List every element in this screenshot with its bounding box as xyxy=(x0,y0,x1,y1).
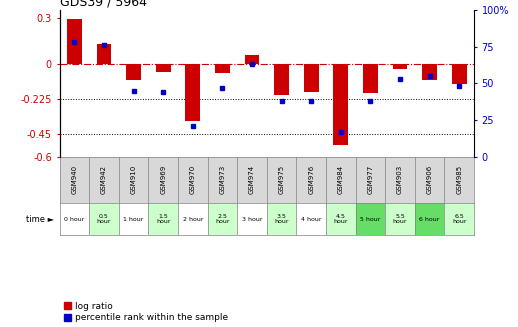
Bar xyxy=(304,64,319,92)
Bar xyxy=(67,19,82,64)
Bar xyxy=(208,203,237,235)
Bar xyxy=(393,64,407,69)
Text: GSM984: GSM984 xyxy=(338,165,344,195)
Bar xyxy=(415,203,444,235)
Text: 5 hour: 5 hour xyxy=(360,216,381,222)
Text: 6.5
hour: 6.5 hour xyxy=(452,214,466,224)
Bar xyxy=(215,64,230,73)
Text: GSM942: GSM942 xyxy=(101,165,107,194)
Bar xyxy=(355,203,385,235)
Bar xyxy=(296,203,326,235)
Text: GSM975: GSM975 xyxy=(279,165,284,195)
Bar xyxy=(363,64,378,94)
Text: GSM910: GSM910 xyxy=(131,165,137,195)
Text: 3.5
hour: 3.5 hour xyxy=(275,214,289,224)
Bar xyxy=(185,64,200,121)
Text: GSM970: GSM970 xyxy=(190,165,196,195)
Bar xyxy=(244,55,260,64)
Text: GSM906: GSM906 xyxy=(426,165,433,195)
Text: 3 hour: 3 hour xyxy=(242,216,262,222)
Bar xyxy=(126,64,141,79)
Bar xyxy=(237,203,267,235)
Bar xyxy=(422,64,437,79)
Bar xyxy=(444,203,474,235)
Bar xyxy=(326,203,355,235)
Text: GDS39 / 5964: GDS39 / 5964 xyxy=(60,0,147,9)
Bar xyxy=(267,203,296,235)
Text: 2 hour: 2 hour xyxy=(182,216,203,222)
Text: 2.5
hour: 2.5 hour xyxy=(215,214,229,224)
Text: 0 hour: 0 hour xyxy=(64,216,84,222)
Text: GSM940: GSM940 xyxy=(71,165,77,195)
Bar xyxy=(156,64,170,72)
Text: GSM976: GSM976 xyxy=(308,165,314,195)
Text: 4.5
hour: 4.5 hour xyxy=(334,214,348,224)
Legend: log ratio, percentile rank within the sample: log ratio, percentile rank within the sa… xyxy=(64,302,228,322)
Text: 6 hour: 6 hour xyxy=(420,216,440,222)
Text: GSM974: GSM974 xyxy=(249,165,255,195)
Bar xyxy=(274,64,289,95)
Text: 0.5
hour: 0.5 hour xyxy=(97,214,111,224)
Bar xyxy=(60,203,89,235)
Text: time ►: time ► xyxy=(26,215,54,224)
Bar xyxy=(385,203,415,235)
Bar xyxy=(334,64,348,145)
Text: 4 hour: 4 hour xyxy=(301,216,322,222)
Text: GSM903: GSM903 xyxy=(397,165,403,195)
Bar xyxy=(148,203,178,235)
Text: 1 hour: 1 hour xyxy=(123,216,144,222)
Text: 1.5
hour: 1.5 hour xyxy=(156,214,170,224)
Text: GSM985: GSM985 xyxy=(456,165,462,195)
Text: 5.5
hour: 5.5 hour xyxy=(393,214,407,224)
Bar xyxy=(96,44,111,64)
Text: GSM969: GSM969 xyxy=(160,165,166,195)
Bar xyxy=(89,203,119,235)
Text: GSM977: GSM977 xyxy=(367,165,373,195)
Bar xyxy=(119,203,148,235)
Bar xyxy=(452,64,467,84)
Text: GSM973: GSM973 xyxy=(219,165,225,195)
Bar xyxy=(178,203,208,235)
